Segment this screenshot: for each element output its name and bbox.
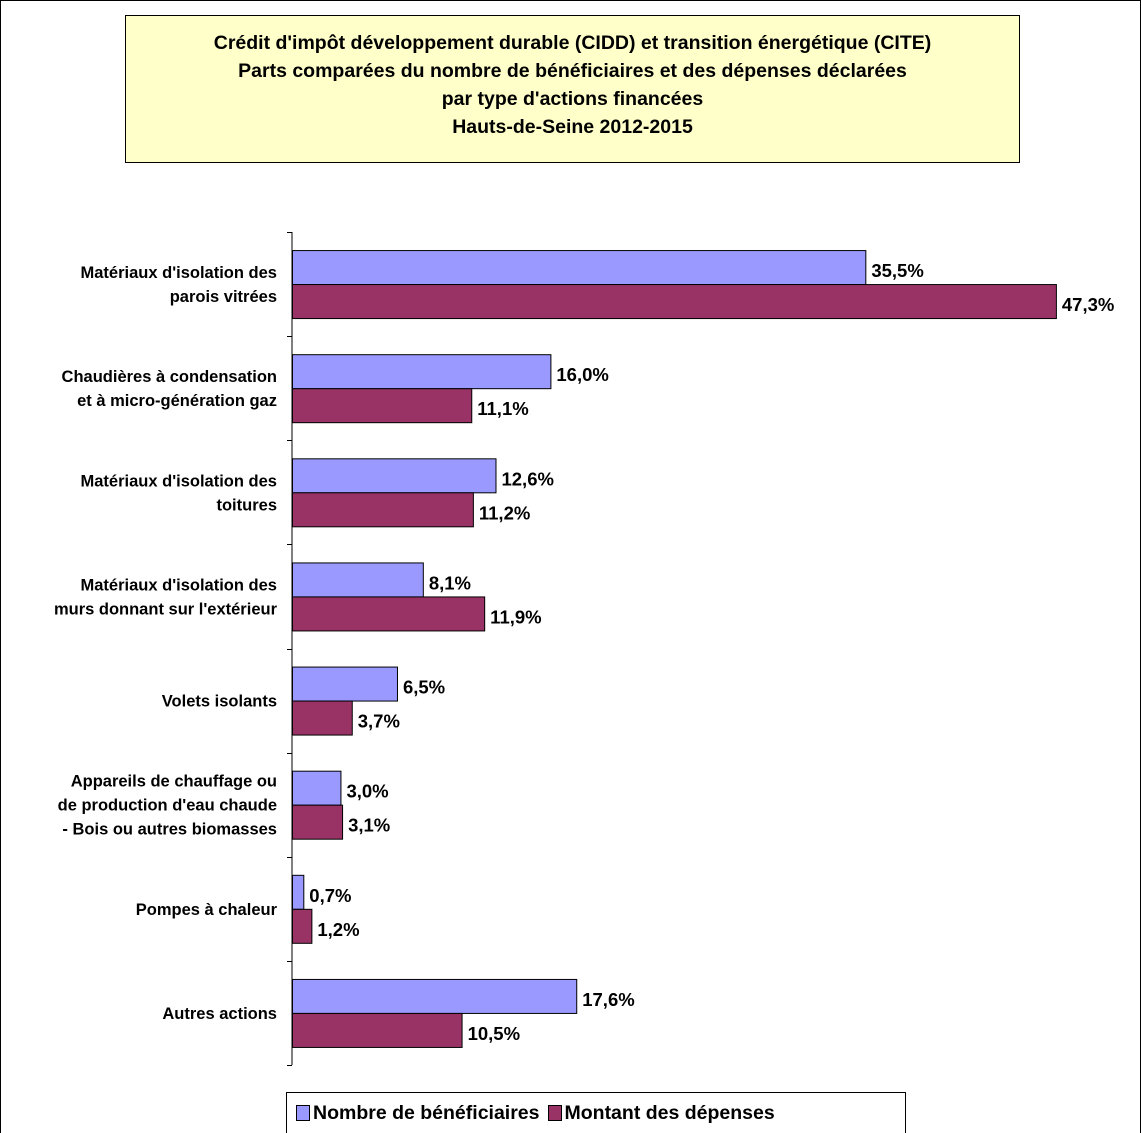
bar-depenses xyxy=(292,908,313,944)
bar-beneficiaires xyxy=(292,250,867,286)
legend-item-beneficiaires: Nombre de bénéficiaires xyxy=(296,1102,540,1125)
bar-beneficiaires xyxy=(292,458,497,494)
category-label: Autres actions xyxy=(162,1005,277,1023)
category-label: de production d'eau chaude xyxy=(58,797,277,815)
bar-beneficiaires xyxy=(292,666,398,702)
legend-swatch-depenses xyxy=(547,1105,562,1121)
category-label: Matériaux d'isolation des xyxy=(81,264,277,282)
data-label: 3,1% xyxy=(348,815,390,836)
bar-depenses xyxy=(292,1012,463,1048)
category-label: murs donnant sur l'extérieur xyxy=(54,600,278,618)
category-label: Volets isolants xyxy=(162,693,277,711)
bar-depenses xyxy=(292,804,344,840)
title-line-4: Hauts-de-Seine 2012-2015 xyxy=(452,116,693,138)
bar-beneficiaires xyxy=(292,354,552,390)
legend-label-depenses: Montant des dépenses xyxy=(564,1101,775,1124)
data-label: 12,6% xyxy=(501,468,553,489)
data-label: 35,5% xyxy=(871,260,923,281)
data-label: 3,7% xyxy=(358,711,400,732)
title-line-2: Parts comparées du nombre de bénéficiair… xyxy=(238,60,907,82)
category-label: Matériaux d'isolation des xyxy=(81,472,277,490)
bar-depenses xyxy=(292,388,473,424)
title-line-1: Crédit d'impôt développement durable (CI… xyxy=(213,32,932,54)
bar-depenses xyxy=(292,492,474,528)
data-label: 11,2% xyxy=(479,502,530,523)
category-label: et à micro-génération gaz xyxy=(77,392,277,410)
bar-depenses xyxy=(292,700,353,736)
title-line-3: par type d'actions financées xyxy=(441,88,704,110)
category-label: Matériaux d'isolation des xyxy=(81,576,277,594)
category-label: parois vitrées xyxy=(170,288,277,306)
data-label: 10,5% xyxy=(468,1023,520,1044)
data-label: 8,1% xyxy=(429,572,471,593)
bar-beneficiaires xyxy=(292,562,424,598)
legend-item-depenses: Montant des dépenses xyxy=(547,1101,775,1125)
category-label: Chaudières à condensation xyxy=(62,368,277,386)
data-label: 3,0% xyxy=(346,781,388,802)
category-label: - Bois ou autres biomasses xyxy=(62,821,277,839)
data-label: 6,5% xyxy=(403,677,445,698)
data-label: 0,7% xyxy=(309,885,351,906)
category-label: toitures xyxy=(216,496,277,514)
chart-legend: Nombre de bénéficiaires Montant des dépe… xyxy=(286,1092,906,1133)
data-label: 11,9% xyxy=(490,606,541,627)
data-label: 47,3% xyxy=(1062,294,1114,315)
category-label: Pompes à chaleur xyxy=(136,901,278,919)
bar-beneficiaires xyxy=(292,874,305,910)
legend-swatch-beneficiaires xyxy=(296,1105,310,1121)
data-label: 16,0% xyxy=(556,364,608,385)
bar-depenses xyxy=(292,596,486,632)
data-label: 17,6% xyxy=(582,989,634,1010)
data-label: 1,2% xyxy=(317,919,359,940)
data-label: 11,1% xyxy=(477,398,528,419)
bar-beneficiaires xyxy=(292,978,578,1014)
chart-title: Crédit d'impôt développement durable (CI… xyxy=(125,15,1020,163)
bar-beneficiaires xyxy=(292,770,342,806)
category-label: Appareils de chauffage ou xyxy=(71,773,277,791)
legend-label-beneficiaires: Nombre de bénéficiaires xyxy=(313,1101,540,1124)
bar-depenses xyxy=(292,284,1057,320)
